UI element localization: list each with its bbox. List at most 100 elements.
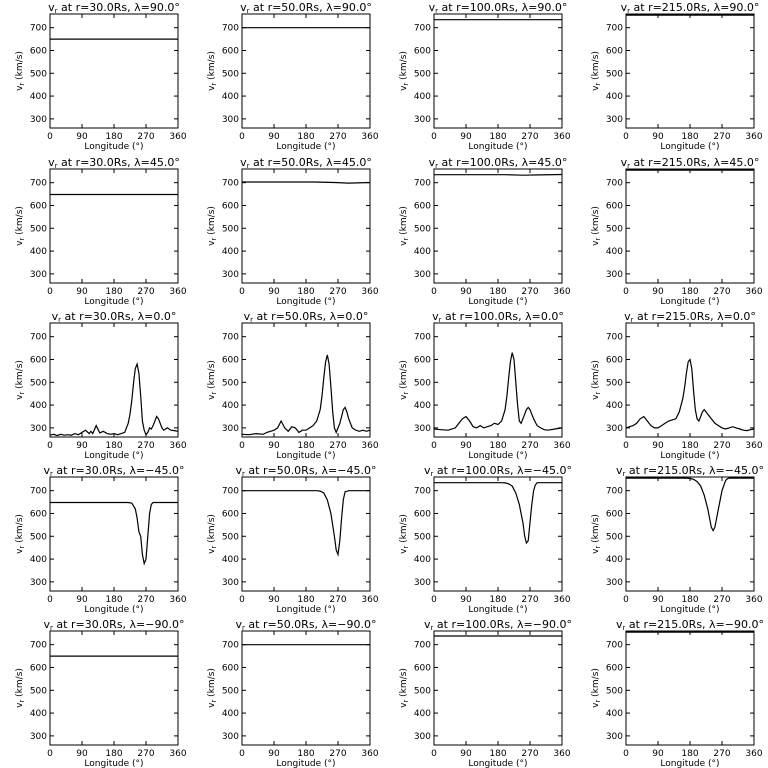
- plot-frame: [49, 13, 179, 129]
- x-tick-label: 180: [489, 132, 506, 142]
- y-tick-label: 300: [222, 115, 239, 125]
- y-tick-label: 300: [30, 424, 47, 434]
- y-tick-label: 600: [606, 46, 623, 56]
- panel-title: vr at r=215.0Rs, λ=90.0°: [621, 1, 760, 15]
- y-tick-label: 400: [30, 555, 47, 565]
- y-axis-label: vr (km/s): [591, 514, 602, 554]
- y-tick-label: 500: [606, 69, 623, 79]
- x-tick-label: 90: [652, 595, 664, 605]
- x-tick-label: 360: [361, 441, 378, 451]
- x-tick-label: 360: [745, 441, 762, 451]
- y-tick-label: 600: [222, 663, 239, 673]
- panel-title: vr at r=215.0Rs, λ=0.0°: [624, 310, 756, 324]
- x-tick-label: 360: [553, 441, 570, 451]
- panel-4-3: 0 90 180 270 360 300 400 500 600 700 vr at r=100.0…: [399, 464, 572, 615]
- y-tick-label: 300: [414, 115, 431, 125]
- x-tick-label: 0: [239, 749, 245, 759]
- series-line: [49, 361, 179, 437]
- plot-frame: [241, 476, 371, 592]
- x-tick-label: 180: [297, 287, 314, 297]
- x-axis-label: Longitude (°): [468, 297, 527, 307]
- y-tick-label: 500: [222, 378, 239, 388]
- y-tick-label: 700: [414, 179, 431, 189]
- y-tick-label: 600: [30, 201, 47, 211]
- x-tick-label: 180: [489, 441, 506, 451]
- x-tick-label: 0: [239, 287, 245, 297]
- y-axis-label: vr (km/s): [15, 360, 26, 400]
- y-tick-label: 500: [414, 686, 431, 696]
- x-tick-label: 0: [431, 749, 437, 759]
- series-line: [241, 354, 371, 436]
- x-tick-label: 180: [105, 749, 122, 759]
- y-tick-label: 600: [222, 46, 239, 56]
- panel-title: vr at r=30.0Rs, λ=−45.0°: [44, 464, 185, 478]
- y-axis-label: vr (km/s): [399, 668, 410, 708]
- x-tick-label: 90: [268, 749, 280, 759]
- x-tick-label: 90: [652, 287, 664, 297]
- x-tick-label: 180: [105, 441, 122, 451]
- x-tick-label: 360: [553, 749, 570, 759]
- x-axis-label: Longitude (°): [84, 297, 143, 307]
- y-tick-label: 600: [414, 355, 431, 365]
- y-tick-label: 500: [414, 224, 431, 234]
- panel-1-4: 0 90 180 270 360 300 400 500 600 700 vr at r=215.0…: [591, 1, 763, 152]
- y-tick-label: 400: [414, 247, 431, 257]
- y-axis-label: vr (km/s): [591, 360, 602, 400]
- y-axis-label: vr (km/s): [591, 206, 602, 246]
- y-axis-label: vr (km/s): [15, 51, 26, 91]
- y-tick-label: 700: [30, 641, 47, 651]
- y-tick-label: 500: [30, 69, 47, 79]
- y-tick-label: 400: [30, 709, 47, 719]
- x-tick-label: 0: [239, 441, 245, 451]
- panel-3-1: 0 90 180 270 360 300 400 500 600 700 vr at r=30.0R…: [15, 310, 187, 461]
- x-tick-label: 0: [431, 287, 437, 297]
- x-tick-label: 90: [460, 132, 472, 142]
- y-tick-label: 600: [606, 355, 623, 365]
- x-tick-label: 360: [553, 287, 570, 297]
- panel-title: vr at r=50.0Rs, λ=−90.0°: [236, 618, 377, 632]
- x-axis-label: Longitude (°): [84, 142, 143, 152]
- y-tick-label: 700: [414, 487, 431, 497]
- x-tick-label: 90: [268, 441, 280, 451]
- x-tick-label: 360: [169, 132, 186, 142]
- panel-5-4: 0 90 180 270 360 300 400 500 600 700 vr at r=215.0…: [591, 618, 764, 768]
- x-tick-label: 180: [681, 287, 698, 297]
- plot-frame: [433, 630, 563, 746]
- y-tick-label: 500: [30, 532, 47, 542]
- panel-5-1: 0 90 180 270 360 300 400 500 600 700 vr at r=30.0R…: [15, 618, 187, 768]
- y-tick-label: 300: [606, 115, 623, 125]
- x-axis-label: Longitude (°): [84, 451, 143, 461]
- y-tick-label: 600: [30, 46, 47, 56]
- panel-title: vr at r=100.0Rs, λ=90.0°: [429, 1, 568, 15]
- plot-frame: [625, 476, 755, 592]
- y-tick-label: 400: [414, 401, 431, 411]
- plot-frame: [625, 322, 755, 438]
- y-axis-label: vr (km/s): [399, 514, 410, 554]
- y-tick-label: 400: [414, 709, 431, 719]
- panel-title: vr at r=100.0Rs, λ=0.0°: [432, 310, 564, 324]
- x-tick-label: 90: [76, 287, 88, 297]
- x-tick-label: 360: [745, 132, 762, 142]
- y-tick-label: 300: [222, 424, 239, 434]
- panel-title: vr at r=50.0Rs, λ=45.0°: [240, 156, 372, 170]
- x-tick-label: 90: [76, 749, 88, 759]
- x-tick-label: 180: [297, 132, 314, 142]
- x-tick-label: 0: [431, 132, 437, 142]
- series-line: [50, 501, 178, 566]
- x-tick-label: 270: [137, 441, 154, 451]
- y-tick-label: 400: [606, 92, 623, 102]
- panel-title: vr at r=30.0Rs, λ=0.0°: [52, 310, 177, 324]
- y-tick-label: 700: [222, 641, 239, 651]
- panel-title: vr at r=30.0Rs, λ=90.0°: [48, 1, 180, 15]
- y-tick-label: 600: [414, 46, 431, 56]
- y-axis-label: vr (km/s): [399, 360, 410, 400]
- x-tick-label: 180: [489, 595, 506, 605]
- plot-frame: [433, 13, 563, 129]
- x-tick-label: 360: [745, 749, 762, 759]
- y-axis-label: vr (km/s): [15, 514, 26, 554]
- y-tick-label: 500: [222, 686, 239, 696]
- x-tick-label: 360: [169, 749, 186, 759]
- plot-frame: [241, 168, 371, 284]
- y-axis-label: vr (km/s): [591, 668, 602, 708]
